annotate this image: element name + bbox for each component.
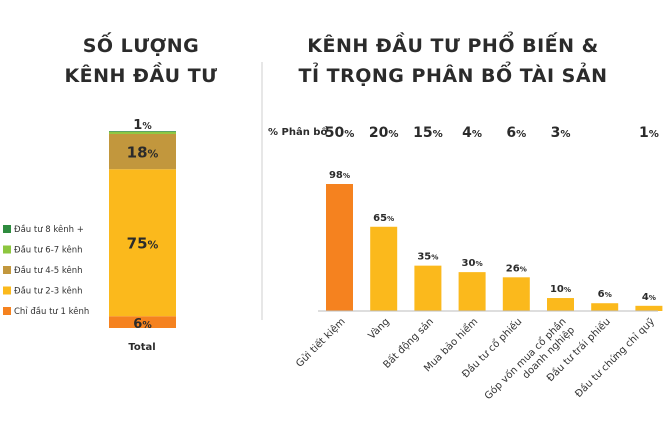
legend-label-2: Đầu tư 4-5 kênh: [14, 265, 83, 276]
stack-segment-0: [109, 316, 176, 328]
legend-swatch-1: [3, 245, 11, 254]
legend-swatch-3: [3, 286, 11, 295]
category-label-0: Gửi tiết kiệm: [294, 316, 348, 370]
bar-value-label-0: 98%: [329, 170, 350, 181]
allocation-value-1: 20%: [369, 125, 399, 141]
stack-label-0: 6%: [133, 317, 152, 332]
bar-0: [326, 184, 353, 311]
left-title-line2: KÊNH ĐẦU TƯ: [64, 61, 217, 87]
bar-3: [458, 272, 486, 311]
stack-label-1: 75%: [127, 235, 159, 253]
bar-value-label-1: 65%: [373, 213, 394, 224]
legend-label-0: Đầu tư 8 kênh +: [14, 224, 84, 235]
bar-value-label-3: 30%: [462, 258, 483, 269]
stack-segment-1: [109, 169, 176, 317]
bar-value-label-2: 35%: [417, 252, 438, 263]
bar-5: [547, 298, 574, 311]
bar-value-label-5: 10%: [550, 284, 571, 295]
allocation-value-3: 4%: [462, 125, 482, 141]
right-title-line1: KÊNH ĐẦU TƯ PHỔ BIẾN &: [307, 30, 598, 57]
bar-2: [414, 265, 442, 311]
bar-value-label-7: 4%: [642, 292, 656, 303]
allocation-value-2: 15%: [413, 125, 443, 141]
allocation-value-5: 3%: [551, 125, 571, 141]
legend-swatch-0: [3, 225, 11, 233]
legend-label-3: Đầu tư 2-3 kênh: [14, 286, 83, 297]
category-label-1: Vàng: [366, 316, 392, 342]
allocation-value-4: 6%: [506, 125, 526, 141]
stack-label-3: 1%: [133, 118, 152, 133]
stack-segment-2: [109, 133, 176, 170]
allocation-value-7: 1%: [639, 125, 659, 141]
bar-chart-group: 98% 65% 35% 30% 26% 10% 6% 4%: [326, 170, 663, 311]
legend-label-1: Đầu tư 6-7 kênh: [14, 245, 83, 256]
left-title-line1: SỐ LƯỢNG: [83, 31, 200, 57]
allocation-row: 50% 20% 15% 4% 6% 3% 1%: [325, 125, 659, 141]
legend-swatch-2: [3, 266, 11, 274]
bar-4: [502, 277, 530, 311]
stack-label-2: 18%: [127, 144, 159, 162]
bar-1: [370, 226, 398, 311]
stacked-x-label: Total: [128, 342, 155, 353]
legend: Đầu tư 8 kênh + Đầu tư 6-7 kênh Đầu tư 4-5…: [3, 224, 89, 317]
bar-6: [591, 303, 619, 311]
bar-7: [635, 305, 663, 311]
bar-value-label-4: 26%: [506, 263, 527, 274]
category-label-7: Đầu tư chứng chỉ quỹ: [573, 316, 657, 400]
legend-swatch-4: [3, 307, 11, 315]
allocation-value-0: 50%: [325, 125, 355, 141]
allocation-row-label: % Phân bổ: [268, 125, 327, 138]
legend-label-4: Chỉ đầu tư 1 kênh: [14, 306, 89, 317]
stack-segment-4: [109, 131, 176, 132]
right-title-line2: TỈ TRỌNG PHÂN BỔ TÀI SẢN: [299, 60, 608, 87]
bar-value-label-6: 6%: [598, 289, 612, 300]
stack-segment-3: [109, 132, 176, 134]
stacked-bar-group: 6% 75% 18% 1%: [109, 118, 176, 332]
